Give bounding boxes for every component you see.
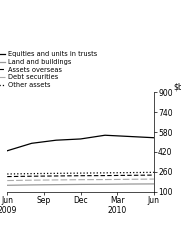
Legend: Equities and units in trusts, Land and buildings, Assets overseas, Debt securiti: Equities and units in trusts, Land and b…	[0, 52, 97, 88]
Text: $b: $b	[173, 82, 181, 91]
